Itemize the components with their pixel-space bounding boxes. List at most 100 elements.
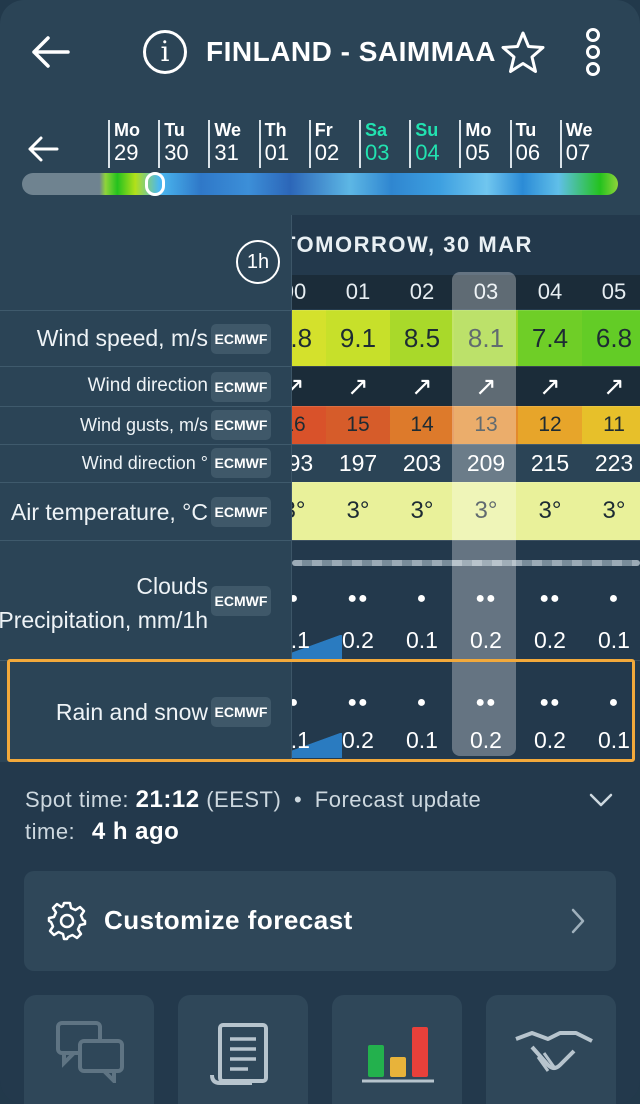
rain-snow-cell: 0.1 (292, 727, 310, 753)
document-icon (210, 1023, 268, 1085)
model-badge[interactable]: ECMWF (211, 372, 271, 402)
rain-snow-cell: 0.1 (598, 727, 630, 753)
page-title: FINLAND - SAIMMAA (206, 36, 497, 67)
forecast-timeline-bar[interactable] (22, 173, 618, 195)
wind-direction-cell: ↗ (390, 366, 454, 406)
back-arrow-icon[interactable] (28, 30, 72, 74)
interval-badge[interactable]: 1h (236, 240, 280, 284)
model-badge[interactable]: ECMWF (211, 324, 271, 354)
hour-label[interactable]: 01 (345, 279, 371, 304)
hour-label[interactable]: 04 (537, 279, 563, 304)
wind-gusts-cell: 11 (582, 406, 640, 444)
model-badge[interactable]: ECMWF (211, 448, 271, 478)
grid-divider (292, 482, 640, 483)
grid-divider (292, 444, 640, 445)
row-label-wind-direction: Wind direction ECMWF (0, 366, 292, 406)
model-badge[interactable]: ECMWF (211, 497, 271, 527)
model-badge[interactable]: ECMWF (211, 586, 271, 616)
charts-tile[interactable] (332, 995, 462, 1104)
air-temperature-cell: 3° (582, 482, 640, 540)
days-back-arrow-icon[interactable] (26, 132, 60, 166)
day-weekday: Tu (515, 120, 537, 140)
day-number: 02 (314, 140, 340, 165)
day-number: 31 (214, 140, 239, 165)
wind-gusts-cell: 13 (454, 406, 518, 444)
spot-time: 21:12 (135, 786, 200, 813)
grid-divider (292, 406, 640, 407)
row-label-wind-speed: Wind speed, m/s ECMWF (0, 310, 292, 366)
info-icon[interactable]: i (143, 30, 187, 74)
partners-tile[interactable] (486, 995, 616, 1104)
customize-forecast-button[interactable]: Customize forecast (24, 871, 616, 971)
rain-snow-cell: 0.2 (342, 727, 374, 753)
hour-label[interactable]: 02 (409, 279, 435, 304)
spot-info: Spot time: 21:12 (EEST) • Forecast updat… (25, 786, 482, 845)
hour-row: 00 01 02 03 04 05 (292, 275, 640, 309)
day-we-31[interactable]: We 31 (208, 120, 258, 168)
day-tu-30[interactable]: Tu 30 (158, 120, 208, 168)
hour-label[interactable]: 05 (601, 279, 627, 304)
grid-divider (292, 366, 640, 367)
selected-hour-column (452, 272, 516, 756)
rain-drop-icon: ● (292, 694, 300, 711)
air-temperature-cell: 3° (292, 482, 326, 540)
wind-gusts-cell: 12 (518, 406, 582, 444)
day-sa-03[interactable]: Sa 03 (359, 120, 409, 168)
day-weekday: Mo (114, 120, 140, 140)
chat-icon (56, 1021, 124, 1083)
chevron-down-icon[interactable] (588, 790, 614, 810)
day-th-01[interactable]: Th 01 (258, 120, 309, 168)
day-mo-05[interactable]: Mo 05 (459, 120, 509, 168)
day-number: 29 (114, 140, 139, 165)
wind-speed-cell: 8.1 (454, 310, 518, 366)
header: i FINLAND - SAIMMAA Mo 29 Tu 30 We 31 Th 01 Fr 02… (0, 0, 640, 215)
day-weekday: We (214, 120, 242, 140)
wind-direction-cell: ↗ (292, 366, 326, 406)
day-number: 06 (515, 140, 541, 165)
handshake-icon (515, 1031, 593, 1072)
day-weekday: Tu (164, 120, 185, 140)
wind-direction-cell: ↗ (454, 366, 518, 406)
wind-speed-cell: 7.4 (518, 310, 582, 366)
grid-divider (292, 540, 640, 541)
wind-direction-cell: ↗ (518, 366, 582, 406)
precip-drop-icon: ● (416, 590, 428, 607)
timeline-handle[interactable] (145, 172, 165, 196)
day-tu-06[interactable]: Tu 06 (509, 120, 560, 168)
day-weekday: Sa (365, 120, 388, 140)
row-label-clouds-precipitation: Clouds Precipitation, mm/1h ECMWF (0, 540, 292, 660)
day-mo-29[interactable]: Mo 29 (108, 120, 158, 168)
day-su-04[interactable]: Su 04 (409, 120, 459, 168)
star-icon[interactable] (500, 30, 546, 76)
air-temperature-cell: 3° (454, 482, 518, 540)
rain-drop-icon: ●● (539, 694, 561, 711)
wind-speed-cell: 9.1 (326, 310, 390, 366)
forecast-grid[interactable]: TOMORROW, 30 MAR 00 01 02 03 04 05 8.89.18.58… (292, 215, 640, 762)
precip-shade (292, 635, 342, 660)
rain-drop-icon: ●● (347, 694, 369, 711)
chevron-right-icon (571, 908, 585, 934)
model-badge[interactable]: ECMWF (211, 697, 271, 727)
air-temperature-cell: 3° (390, 482, 454, 540)
precipitation-cell: 0.1 (406, 627, 438, 653)
wind-gusts-cell: 16 (292, 406, 326, 444)
precipitation-cell: 0.2 (342, 627, 374, 653)
rain-shade (292, 733, 342, 758)
report-tile[interactable] (178, 995, 308, 1104)
hour-label[interactable]: 00 (292, 279, 307, 304)
chat-tile[interactable] (24, 995, 154, 1104)
wind-gusts-cell: 14 (390, 406, 454, 444)
rain-drop-icon: ● (608, 694, 620, 711)
day-number: 05 (465, 140, 490, 165)
hour-label[interactable]: 03 (473, 279, 499, 304)
model-badge[interactable]: ECMWF (211, 410, 271, 440)
kebab-menu-icon[interactable] (584, 28, 602, 76)
day-fr-02[interactable]: Fr 02 (308, 120, 359, 168)
precip-drop-icon: ●● (347, 590, 369, 607)
gear-icon (47, 901, 87, 941)
cloud-band (292, 560, 640, 566)
precip-drop-icon: ● (292, 590, 300, 607)
rain-snow-cell: 0.2 (534, 727, 566, 753)
day-we-07[interactable]: We 07 (559, 120, 610, 168)
